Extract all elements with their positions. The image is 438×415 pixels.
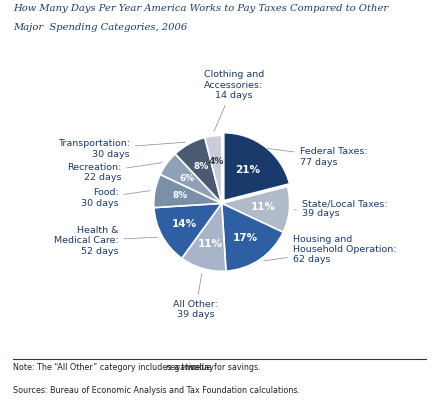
Text: value for savings.: value for savings. (187, 363, 260, 372)
Text: Major  Spending Categories, 2006: Major Spending Categories, 2006 (13, 23, 187, 32)
Text: All Other:
39 days: All Other: 39 days (173, 273, 218, 319)
Text: 21%: 21% (234, 165, 259, 175)
Text: 11%: 11% (197, 239, 222, 249)
Text: Sources: Bureau of Economic Analysis and Tax Foundation calculations.: Sources: Bureau of Economic Analysis and… (13, 386, 300, 395)
Text: Federal Taxes:
77 days: Federal Taxes: 77 days (267, 147, 367, 167)
Wedge shape (223, 133, 289, 201)
Wedge shape (153, 174, 221, 208)
Wedge shape (175, 137, 221, 203)
Text: 17%: 17% (232, 233, 258, 243)
Text: How Many Days Per Year America Works to Pay Taxes Compared to Other: How Many Days Per Year America Works to … (13, 4, 387, 13)
Text: State/Local Taxes:
39 days: State/Local Taxes: 39 days (293, 199, 387, 218)
Text: Note: The “All Other” category includes a two-day: Note: The “All Other” category includes … (13, 363, 216, 372)
Wedge shape (181, 203, 226, 271)
Text: 8%: 8% (193, 162, 208, 171)
Text: 8%: 8% (172, 191, 187, 200)
Text: Housing and
Household Operation:
62 days: Housing and Household Operation: 62 days (263, 234, 396, 264)
Text: Clothing and
Accessories:
14 days: Clothing and Accessories: 14 days (203, 70, 263, 132)
Wedge shape (221, 203, 283, 271)
Text: 14%: 14% (172, 219, 197, 229)
Text: 6%: 6% (180, 174, 195, 183)
Wedge shape (205, 135, 221, 203)
Wedge shape (160, 154, 221, 203)
Text: negative: negative (166, 363, 201, 372)
Text: 4%: 4% (208, 157, 223, 166)
Text: Health &
Medical Care:
52 days: Health & Medical Care: 52 days (53, 226, 157, 256)
Text: Transportation:
30 days: Transportation: 30 days (58, 139, 185, 159)
Wedge shape (154, 203, 221, 258)
Text: Food:
30 days: Food: 30 days (81, 188, 150, 208)
Text: Recreation:
22 days: Recreation: 22 days (67, 163, 162, 183)
Wedge shape (221, 186, 289, 232)
Text: 11%: 11% (251, 203, 276, 212)
